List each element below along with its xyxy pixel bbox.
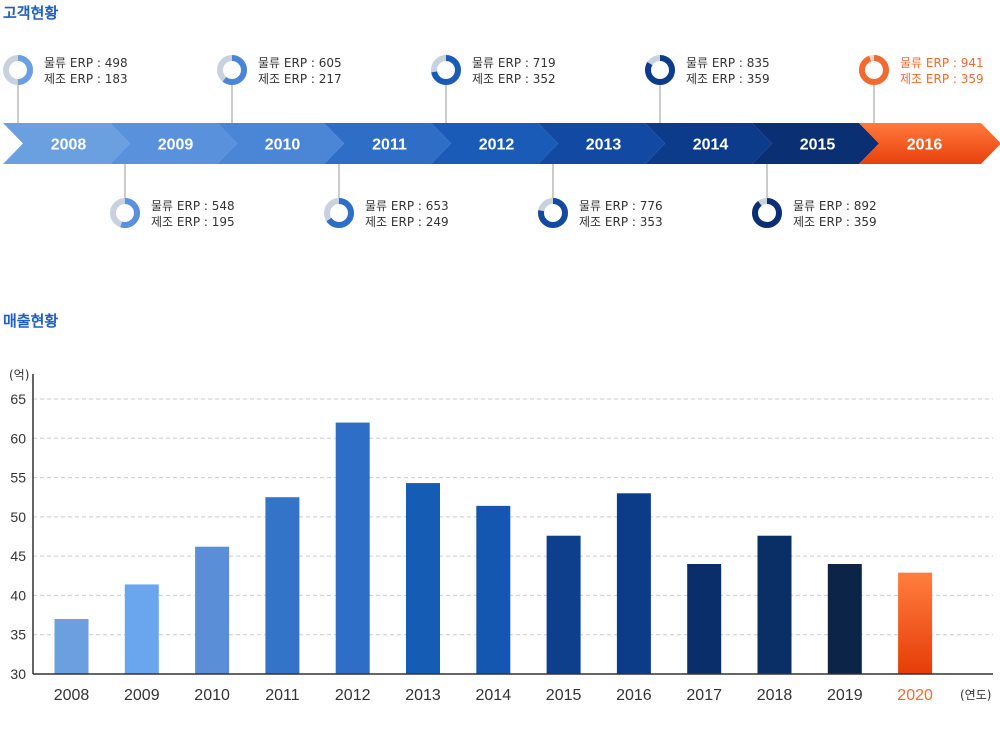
- y-tick-45: 45: [10, 548, 26, 564]
- x-tick-2015: 2015: [546, 687, 582, 704]
- x-tick-2008: 2008: [54, 687, 90, 704]
- bar-2014: [476, 505, 511, 674]
- logistics-erp-2011: 물류 ERP : 653: [365, 199, 449, 213]
- sales-section-title: 매출현황: [3, 312, 59, 330]
- manufacturing-erp-2010: 제조 ERP : 217: [258, 72, 342, 86]
- manufacturing-erp-2016: 제조 ERP : 359: [900, 72, 984, 86]
- donut-ring-2013: [538, 198, 568, 228]
- manufacturing-erp-2013: 제조 ERP : 353: [579, 215, 663, 229]
- timeline-year-2015: 2015: [800, 137, 836, 154]
- bar-2011: [265, 497, 300, 674]
- bar-2012: [335, 422, 370, 674]
- bar-2008: [54, 619, 89, 674]
- customer-section-title: 고객현황: [3, 4, 59, 22]
- bar-2017: [687, 564, 722, 674]
- y-tick-35: 35: [10, 627, 26, 643]
- x-tick-2011: 2011: [265, 687, 300, 704]
- manufacturing-erp-2009: 제조 ERP : 195: [151, 215, 235, 229]
- bar-2018: [757, 535, 792, 674]
- manufacturing-erp-2015: 제조 ERP : 359: [793, 215, 877, 229]
- y-tick-30: 30: [10, 666, 26, 682]
- timeline-arrow-2009: [110, 123, 237, 164]
- bar-2010: [195, 546, 230, 674]
- logistics-erp-2008: 물류 ERP : 498: [44, 56, 128, 70]
- x-tick-2012: 2012: [335, 687, 371, 704]
- bar-2015: [546, 535, 581, 674]
- timeline-arrow-2012: [431, 123, 558, 164]
- logistics-erp-2014: 물류 ERP : 835: [686, 56, 770, 70]
- bar-2016: [616, 493, 651, 674]
- timeline-arrow-2014: [645, 123, 772, 164]
- x-tick-2009: 2009: [124, 687, 160, 704]
- x-tick-2018: 2018: [757, 687, 793, 704]
- bar-2009: [124, 584, 159, 674]
- timeline-year-2008: 2008: [51, 137, 87, 154]
- y-tick-65: 65: [10, 391, 26, 407]
- logistics-erp-2010: 물류 ERP : 605: [258, 56, 342, 70]
- donut-ring-2016: [859, 55, 889, 85]
- timeline-year-2010: 2010: [265, 137, 301, 154]
- y-tick-60: 60: [10, 430, 26, 446]
- timeline-arrow-2010: [217, 123, 344, 164]
- donut-ring-2011: [324, 198, 354, 228]
- timeline-arrow-2011: [324, 123, 451, 164]
- bar-2019: [827, 564, 862, 674]
- timeline-year-2012: 2012: [479, 137, 515, 154]
- customer-timeline: 2008 2009 2010 2011 2012 2013 2014 2015 2016 물류 …: [3, 55, 1000, 229]
- logistics-erp-2012: 물류 ERP : 719: [472, 56, 556, 70]
- donut-ring-2008: [3, 55, 33, 85]
- bar-2020: [898, 572, 933, 674]
- x-tick-2020: 2020: [897, 687, 933, 704]
- timeline-arrow-2015: [752, 123, 879, 164]
- logistics-erp-2015: 물류 ERP : 892: [793, 199, 877, 213]
- x-axis-label: (연도): [960, 688, 991, 702]
- logistics-erp-2009: 물류 ERP : 548: [151, 199, 235, 213]
- x-tick-2010: 2010: [194, 687, 230, 704]
- y-tick-50: 50: [10, 509, 26, 525]
- logistics-erp-2016: 물류 ERP : 941: [900, 56, 984, 70]
- donut-ring-2012: [431, 55, 461, 85]
- timeline-year-2014: 2014: [693, 137, 729, 154]
- timeline-arrow-2016: [859, 123, 1000, 164]
- donut-ring-2009: [110, 198, 140, 228]
- y-axis-label: (억): [9, 368, 29, 382]
- y-tick-55: 55: [10, 470, 26, 486]
- x-tick-2019: 2019: [827, 687, 863, 704]
- x-tick-2014: 2014: [476, 687, 512, 704]
- timeline-arrow-2008: [3, 123, 130, 164]
- bar-2013: [406, 483, 440, 674]
- donut-ring-2015: [752, 198, 782, 228]
- x-tick-2016: 2016: [616, 687, 652, 704]
- manufacturing-erp-2011: 제조 ERP : 249: [365, 215, 449, 229]
- x-tick-2013: 2013: [405, 687, 441, 704]
- manufacturing-erp-2012: 제조 ERP : 352: [472, 72, 556, 86]
- timeline-year-2009: 2009: [158, 137, 194, 154]
- timeline-arrow-2013: [538, 123, 665, 164]
- manufacturing-erp-2014: 제조 ERP : 359: [686, 72, 770, 86]
- donut-ring-2010: [217, 55, 247, 85]
- timeline-year-2016: 2016: [907, 137, 943, 154]
- x-tick-2017: 2017: [686, 687, 722, 704]
- timeline-year-2013: 2013: [586, 137, 622, 154]
- manufacturing-erp-2008: 제조 ERP : 183: [44, 72, 128, 86]
- y-tick-40: 40: [10, 587, 26, 603]
- logistics-erp-2013: 물류 ERP : 776: [579, 199, 663, 213]
- donut-ring-2014: [645, 55, 675, 85]
- timeline-year-2011: 2011: [372, 137, 407, 154]
